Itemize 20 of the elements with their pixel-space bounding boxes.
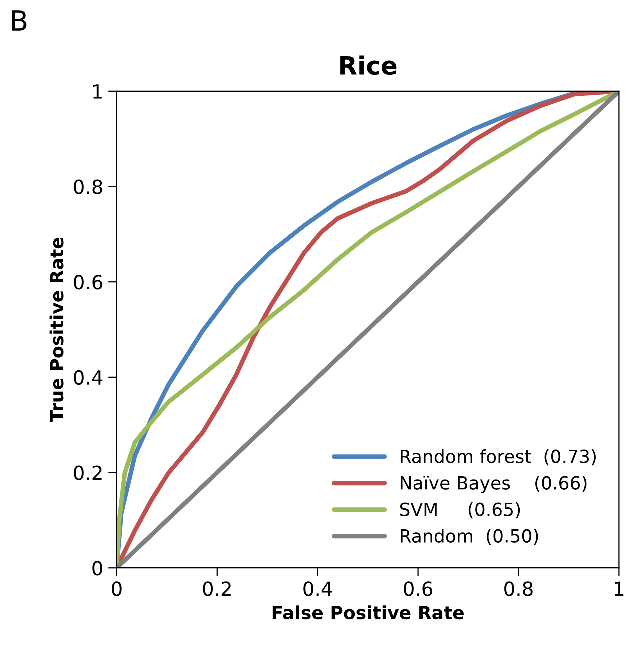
legend-label: SVM (0.65) <box>400 502 520 519</box>
y-tick-label: 0.4 <box>74 370 103 386</box>
y-tick-label: 1 <box>94 84 102 99</box>
legend-label: Random forest (0.73) <box>401 449 596 466</box>
y-axis-title: True Positive Rate <box>50 238 64 422</box>
legend-label: Naïve Bayes (0.66) <box>401 476 587 494</box>
y-tick-label: 0.8 <box>74 180 102 194</box>
x-tick-label: 0.2 <box>203 582 231 596</box>
y-tick-label: 0.2 <box>74 466 102 480</box>
x-tick-label: 0 <box>112 582 122 596</box>
y-tick-label: 0.6 <box>74 275 103 290</box>
x-tick-label: 0.4 <box>304 582 332 596</box>
text: B <box>12 10 27 31</box>
x-tick-label: 0.6 <box>404 582 433 596</box>
x-tick-label: 1 <box>615 582 624 596</box>
y-tick-label: 0 <box>92 561 102 576</box>
legend-label: Random (0.50) <box>401 528 538 546</box>
x-axis-title: False Positive Rate <box>272 606 464 620</box>
x-tick-label: 0.8 <box>504 582 533 596</box>
chart-title: Rice <box>340 56 397 76</box>
